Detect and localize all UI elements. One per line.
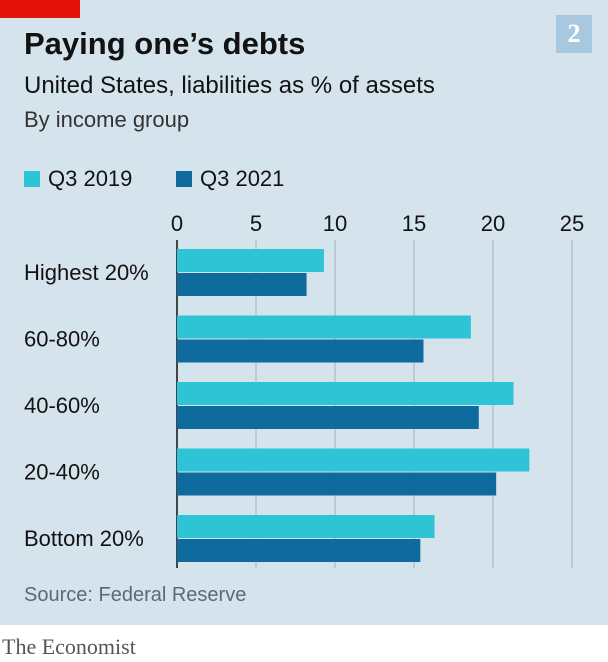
bar-60-80--q3-2021 <box>177 339 424 363</box>
category-label-60-80-: 60-80% <box>24 327 100 352</box>
legend-label-q3-2021: Q3 2021 <box>200 166 285 191</box>
bar-highest-20--q3-2021 <box>177 273 307 296</box>
chart-subtitle: United States, liabilities as % of asset… <box>24 72 435 99</box>
category-label-40-60-: 40-60% <box>24 393 100 418</box>
bar-bottom-20--q3-2019 <box>177 515 435 538</box>
category-label-bottom-20-: Bottom 20% <box>24 526 144 551</box>
bar-40-60--q3-2019 <box>177 382 514 405</box>
bar-highest-20--q3-2019 <box>177 249 324 272</box>
legend-item-q3-2021: Q3 2021 <box>176 166 284 192</box>
x-tick-label-0: 0 <box>171 211 183 236</box>
x-tick-label-25: 25 <box>560 211 584 236</box>
bar-bottom-20--q3-2021 <box>177 539 421 562</box>
bar-chart: 0 5 10 15 20 25 Highest 20% 60-80% 40-60% 20-40% B… <box>24 211 584 568</box>
source-note: Source: Federal Reserve <box>24 584 247 606</box>
legend-label-q3-2019: Q3 2019 <box>48 166 133 191</box>
x-tick-label-5: 5 <box>250 211 262 236</box>
chart-number-badge: 2 <box>556 15 592 53</box>
bar-60-80--q3-2019 <box>177 315 471 339</box>
brand-wordmark: The Economist <box>2 634 136 659</box>
chart-subtitle-secondary: By income group <box>24 107 190 132</box>
bar-20-40--q3-2019 <box>177 448 530 472</box>
legend-item-q3-2019: Q3 2019 <box>24 166 132 192</box>
legend-swatch-q3-2019 <box>24 171 40 187</box>
x-tick-label-15: 15 <box>402 211 426 236</box>
chart-title: Paying one’s debts <box>24 26 306 61</box>
legend-swatch-q3-2021 <box>176 171 192 187</box>
bar-20-40--q3-2021 <box>177 472 497 496</box>
x-tick-label-20: 20 <box>481 211 505 236</box>
category-label-20-40-: 20-40% <box>24 460 100 485</box>
brand-red-tag <box>0 0 80 18</box>
category-label-highest-20-: Highest 20% <box>24 260 149 285</box>
x-tick-label-10: 10 <box>323 211 347 236</box>
bar-40-60--q3-2021 <box>177 406 479 429</box>
